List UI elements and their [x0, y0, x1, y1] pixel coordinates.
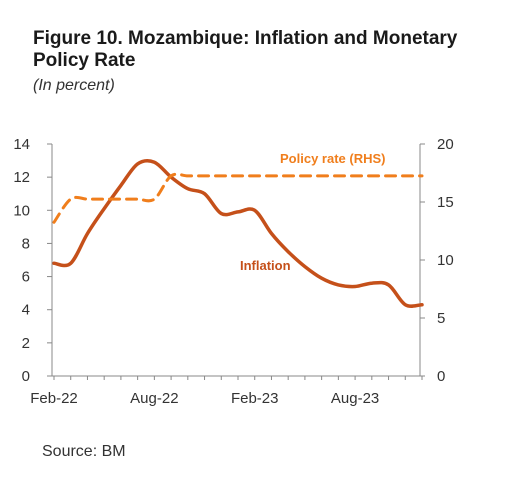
- y-left-tick-label: 4: [22, 302, 30, 319]
- y-left-tick-label: 2: [22, 335, 30, 352]
- x-tick-label: Aug-23: [331, 390, 379, 407]
- source-note: Source: BM: [42, 443, 126, 460]
- annotation-inflation: Inflation: [240, 258, 291, 273]
- x-tick-label: Feb-23: [231, 390, 279, 407]
- chart-title: Figure 10. Mozambique: Inflation and Mon…: [33, 28, 458, 71]
- series-line-policy-rate: [52, 172, 424, 224]
- axes: [47, 143, 425, 380]
- chart-subtitle: (In percent): [33, 77, 115, 94]
- y-right-tick-label: 15: [437, 194, 454, 211]
- y-left-tick-label: 8: [22, 235, 30, 252]
- x-tick-label: Aug-22: [130, 390, 178, 407]
- y-right-tick-label: 20: [437, 136, 454, 153]
- series-lines: [52, 158, 424, 308]
- y-right-tick-label: 10: [437, 252, 454, 269]
- y-left-tick-label: 10: [13, 202, 30, 219]
- series-line-inflation: [52, 158, 424, 308]
- y-left-tick-label: 12: [13, 169, 30, 186]
- annotation-policy-rate: Policy rate (RHS): [280, 151, 385, 166]
- y-left-tick-label: 6: [22, 269, 30, 286]
- tick-labels: 0 2 4 6 8 10 12 14 0 5 10 15 20 Feb-22 Aug-22 Feb-23 Aug…: [13, 136, 453, 407]
- y-right-tick-label: 0: [437, 368, 445, 385]
- x-tick-label: Feb-22: [30, 390, 78, 407]
- y-right-tick-label: 5: [437, 310, 445, 327]
- y-left-tick-label: 14: [13, 136, 30, 153]
- y-left-tick-label: 0: [22, 368, 30, 385]
